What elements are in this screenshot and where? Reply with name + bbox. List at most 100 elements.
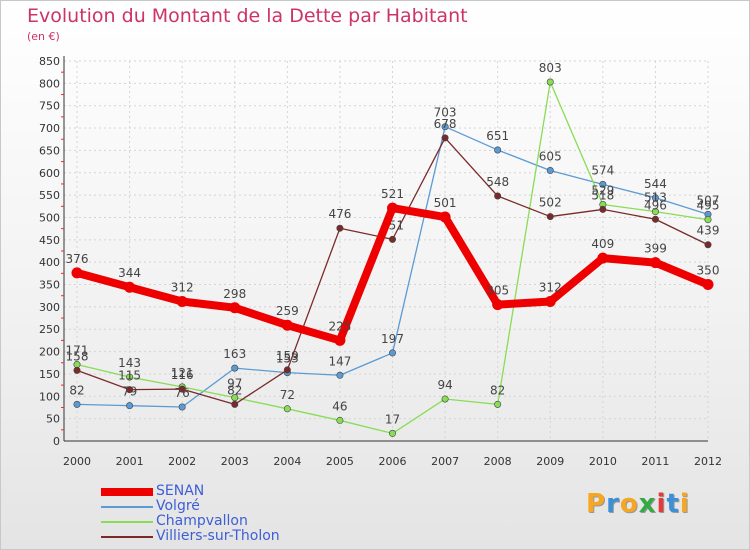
data-point: [336, 224, 344, 232]
data-label: 513: [644, 191, 667, 205]
data-point: [126, 402, 134, 410]
data-label: 678: [434, 117, 457, 131]
y-tick-label: 150: [39, 368, 60, 381]
data-point: [176, 296, 188, 308]
data-point: [651, 208, 659, 216]
data-label: 350: [697, 264, 720, 278]
data-label: 507: [697, 193, 720, 207]
logo-letter: o: [619, 489, 639, 519]
data-point: [126, 373, 134, 381]
data-point: [388, 429, 396, 437]
data-point: [702, 279, 714, 291]
data-label: 197: [381, 332, 404, 346]
data-label: 501: [434, 196, 457, 210]
x-tick-label: 2001: [116, 455, 144, 468]
y-tick-label: 500: [39, 211, 60, 224]
y-tick-label: 400: [39, 256, 60, 269]
data-point: [441, 395, 449, 403]
data-label: 298: [223, 287, 246, 301]
y-tick-label: 300: [39, 301, 60, 314]
data-point: [388, 235, 396, 243]
data-label: 521: [381, 187, 404, 201]
data-point: [704, 216, 712, 224]
chart-title: Evolution du Montant de la Dette par Hab…: [27, 5, 468, 27]
data-point: [336, 371, 344, 379]
data-label: 259: [276, 304, 299, 318]
legend-swatch: [101, 521, 153, 523]
logo-letter: r: [606, 489, 620, 519]
x-tick-label: 2002: [168, 455, 196, 468]
legend-label: SENAN: [156, 483, 205, 499]
legend-label: Champvallon: [156, 513, 248, 529]
y-tick-label: 0: [53, 435, 60, 448]
y-tick-label: 550: [39, 189, 60, 202]
data-point: [336, 416, 344, 424]
data-point: [651, 194, 659, 202]
legend-swatch: [101, 536, 153, 538]
data-point: [546, 213, 554, 221]
legend-label: Volgré: [156, 498, 200, 514]
data-label: 82: [69, 383, 84, 397]
x-tick-label: 2005: [326, 455, 354, 468]
data-point: [599, 180, 607, 188]
data-point: [283, 366, 291, 374]
data-label: 312: [171, 281, 194, 295]
data-label: 97: [227, 377, 242, 391]
data-label: 496: [644, 198, 667, 212]
data-point: [599, 205, 607, 213]
logo-letter: x: [638, 489, 657, 519]
data-label: 399: [644, 242, 667, 256]
proxiti-logo: Proxiti: [586, 489, 690, 519]
data-label: 803: [539, 61, 562, 75]
data-point: [71, 267, 83, 279]
data-point: [124, 281, 136, 293]
data-point: [546, 78, 554, 86]
data-label: 143: [118, 356, 141, 370]
data-point: [544, 296, 556, 308]
x-tick-label: 2004: [273, 455, 301, 468]
data-label: 495: [697, 199, 720, 213]
x-tick-label: 2006: [379, 455, 407, 468]
y-tick-label: 50: [46, 413, 60, 426]
y-tick-label: 650: [39, 144, 60, 157]
data-label: 529: [591, 184, 614, 198]
data-point: [73, 366, 81, 374]
data-point: [546, 167, 554, 175]
data-point: [73, 400, 81, 408]
data-point: [178, 385, 186, 393]
data-point: [334, 334, 346, 346]
data-label: 94: [437, 378, 452, 392]
y-tick-label: 800: [39, 77, 60, 90]
data-label: 574: [591, 163, 614, 177]
logo-letter: t: [666, 489, 680, 519]
data-point: [704, 241, 712, 249]
data-point: [441, 123, 449, 131]
data-label: 158: [66, 349, 89, 363]
data-label: 82: [490, 383, 505, 397]
data-label: 703: [434, 106, 457, 120]
data-label: 115: [118, 369, 141, 383]
data-label: 46: [332, 399, 347, 413]
data-label: 147: [328, 354, 351, 368]
data-point: [388, 349, 396, 357]
x-tick-label: 2000: [63, 455, 91, 468]
data-label: 159: [276, 349, 299, 363]
data-label: 476: [328, 207, 351, 221]
data-point: [281, 319, 293, 331]
y-tick-label: 350: [39, 279, 60, 292]
data-label: 344: [118, 266, 141, 280]
data-label: 72: [280, 388, 295, 402]
x-tick-label: 2010: [589, 455, 617, 468]
x-tick-label: 2008: [484, 455, 512, 468]
data-label: 605: [539, 150, 562, 164]
x-tick-label: 2011: [641, 455, 669, 468]
x-tick-label: 2007: [431, 455, 459, 468]
data-point: [439, 211, 451, 223]
legend-swatch: [101, 488, 153, 496]
legend-label: Villiers-sur-Tholon: [156, 528, 280, 544]
y-tick-label: 700: [39, 122, 60, 135]
data-point: [494, 146, 502, 154]
data-point: [231, 364, 239, 372]
